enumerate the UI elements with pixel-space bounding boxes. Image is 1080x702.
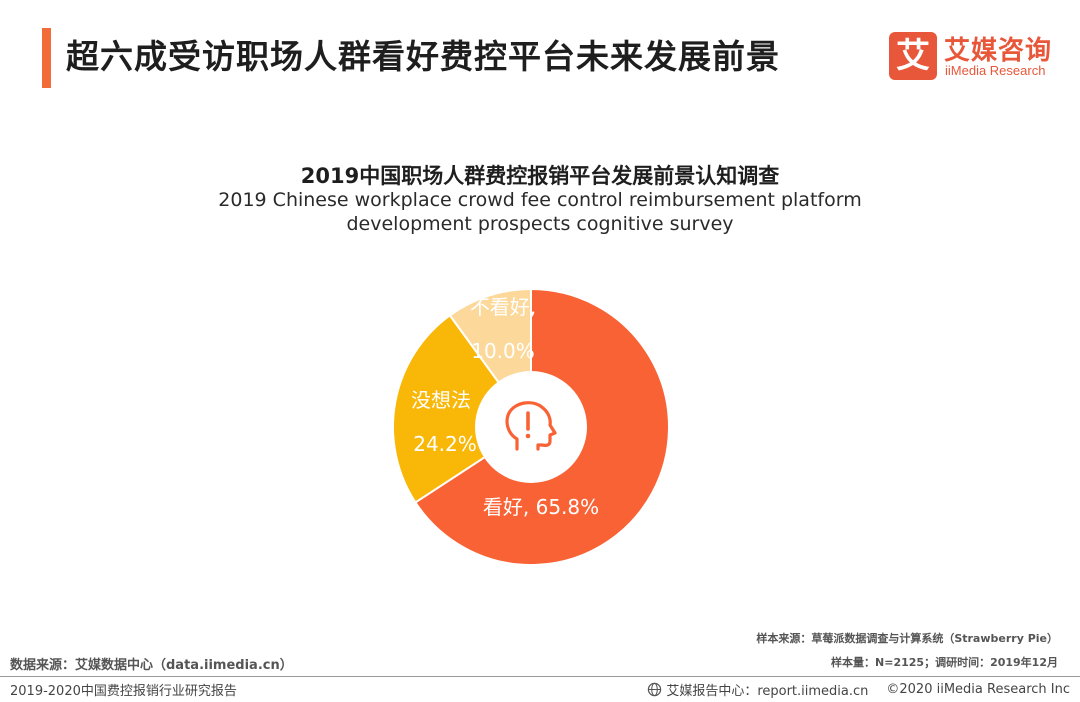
report-name: 2019-2020中国费控报销行业研究报告 bbox=[10, 684, 237, 699]
head-exclamation-icon bbox=[505, 401, 557, 451]
label-neutral-name: 没想法 bbox=[411, 388, 471, 412]
chart-subtitle-line2: development prospects cognitive survey bbox=[346, 213, 734, 235]
globe-icon bbox=[648, 682, 662, 697]
sample-source: 样本来源：草莓派数据调查与计算系统（Strawberry Pie） bbox=[756, 632, 1058, 645]
page-title: 超六成受访职场人群看好费控平台未来发展前景 bbox=[66, 37, 780, 76]
logo-mark: 艾 bbox=[889, 32, 937, 80]
iimedia-logo: 艾 艾媒咨询 iiMedia Research bbox=[889, 32, 1065, 80]
chart-subtitle: 2019 Chinese workplace crowd fee control… bbox=[0, 188, 1080, 236]
logo-name-en: iiMedia Research bbox=[945, 63, 1046, 78]
donut-center-hole bbox=[475, 371, 587, 483]
title-accent-bar bbox=[42, 28, 51, 88]
footer-divider bbox=[0, 676, 1080, 677]
chart-subtitle-line1: 2019 Chinese workplace crowd fee control… bbox=[218, 189, 862, 211]
chart-title: 2019中国职场人群费控报销平台发展前景认知调查 bbox=[300, 164, 780, 188]
slice-neutral bbox=[392, 313, 533, 504]
sample-info: 样本量：N=2125；调研时间：2019年12月 bbox=[831, 656, 1058, 669]
copyright: ©2020 iiMedia Research Inc bbox=[886, 682, 1070, 697]
data-source: 数据来源：艾媒数据中心（data.iimedia.cn） bbox=[10, 658, 293, 673]
label-negative-value: 10.0% bbox=[471, 339, 535, 363]
label-neutral-value: 24.2% bbox=[413, 432, 477, 456]
slice-labels: 看好, 65.8% 没想法 24.2% 不看好, 10.0% bbox=[411, 295, 599, 519]
label-negative-name: 不看好, bbox=[470, 295, 536, 319]
logo-name-cn: 艾媒咨询 bbox=[944, 36, 1053, 66]
report-center: 艾媒报告中心：report.iimedia.cn bbox=[666, 684, 869, 699]
label-positive: 看好, 65.8% bbox=[483, 495, 599, 519]
footer-right: 艾媒报告中心：report.iimedia.cn ©2020 iiMedia R… bbox=[647, 680, 1070, 699]
